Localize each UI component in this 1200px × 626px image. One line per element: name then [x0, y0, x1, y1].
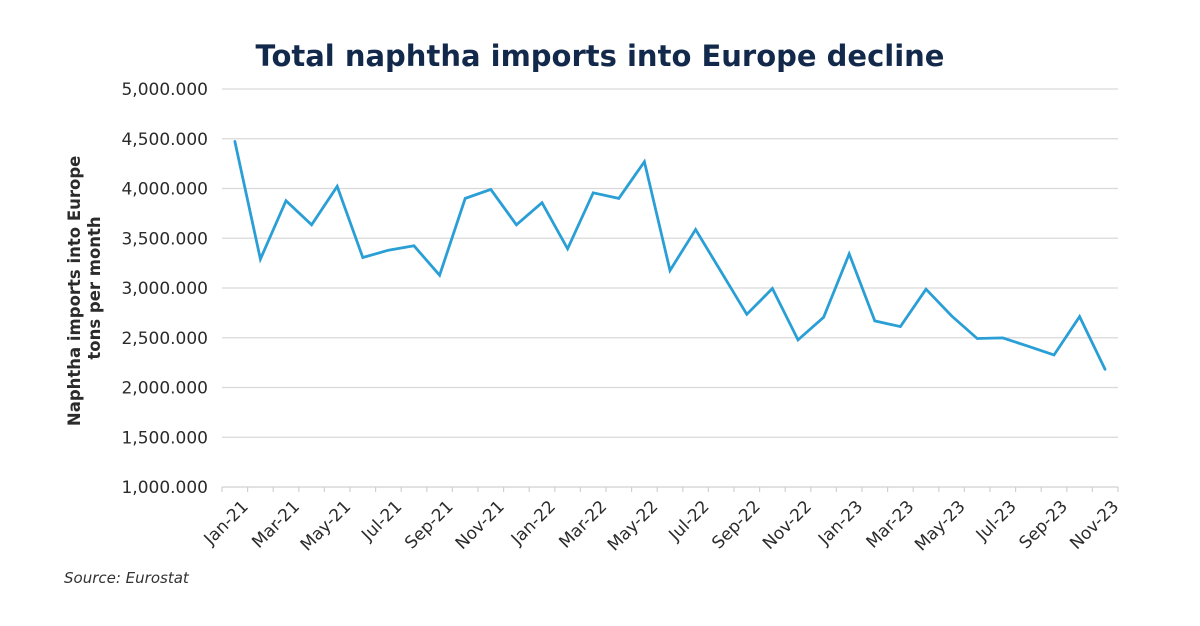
x-tick-label: Jan-22: [507, 497, 560, 550]
y-tick-label: 4,000.000: [121, 180, 208, 200]
y-tick-label: 2,500.000: [121, 329, 208, 349]
chart-title: Total naphtha imports into Europe declin…: [256, 39, 945, 73]
data-point: [489, 188, 492, 191]
data-point: [515, 223, 518, 227]
data-point: [1052, 353, 1056, 357]
data-point: [566, 247, 569, 250]
series-line-path: [233, 140, 1107, 371]
x-tick-label: Nov-21: [452, 497, 509, 554]
data-point: [873, 319, 876, 323]
data-point: [540, 201, 544, 204]
x-tick-label: Jul-23: [972, 497, 1021, 546]
x-tick-label: Mar-22: [555, 497, 611, 553]
data-point: [694, 228, 697, 231]
data-point: [310, 223, 313, 227]
y-tick-label: 1,500.000: [121, 428, 208, 448]
x-tick-label: Jan-23: [814, 497, 867, 550]
data-point: [336, 185, 339, 188]
data-point: [284, 199, 288, 202]
x-tick-label: Nov-22: [759, 497, 816, 554]
data-point: [387, 248, 390, 252]
data-point: [720, 270, 723, 274]
y-tick-label: 3,000.000: [121, 279, 208, 299]
x-tick-label: Sep-21: [401, 497, 457, 553]
data-point: [1078, 315, 1081, 318]
data-point: [796, 338, 800, 342]
x-tick-label: Nov-23: [1066, 497, 1123, 554]
data-point: [745, 313, 748, 316]
x-tick-label: May-22: [604, 497, 662, 555]
data-point: [668, 269, 672, 272]
x-tick-label: Mar-21: [248, 497, 304, 553]
y-tick-label: 5,000.000: [121, 80, 208, 100]
data-point: [1027, 345, 1030, 348]
series-line: [233, 140, 1107, 371]
data-point: [924, 287, 928, 291]
data-point: [822, 316, 825, 319]
source-note: Source: Eurostat: [64, 569, 190, 587]
x-tick-label: Sep-23: [1016, 497, 1072, 553]
data-point: [617, 197, 620, 200]
y-tick-label: 4,500.000: [121, 130, 208, 150]
y-tick-label: 1,000.000: [121, 478, 208, 498]
x-tick-label: Jan-21: [200, 497, 253, 550]
data-point: [438, 273, 441, 277]
y-axis-label: Naphtha imports into Europe tons per mon…: [65, 150, 104, 426]
data-point: [233, 140, 236, 143]
y-axis-label-line1: Naphtha imports into Europe: [65, 156, 84, 426]
data-point: [848, 252, 851, 256]
y-axis-ticks: 1,000.000 1,500.000 2,000.000 2,500.000 3,00…: [121, 80, 208, 498]
x-axis: [221, 486, 1119, 492]
gridlines: [222, 88, 1118, 438]
x-tick-label: Mar-23: [863, 497, 919, 553]
x-tick-label: Jul-22: [665, 497, 714, 546]
x-tick-label: Jul-21: [357, 497, 406, 546]
data-point: [899, 325, 902, 328]
data-point: [1104, 368, 1107, 371]
y-axis-label-line2: tons per month: [85, 216, 104, 359]
y-tick-label: 2,000.000: [121, 379, 208, 399]
y-tick-label: 3,500.000: [121, 229, 208, 249]
data-point: [464, 197, 467, 200]
data-point: [361, 256, 364, 259]
data-point: [592, 191, 595, 194]
data-point: [259, 257, 262, 261]
x-tick-label: May-23: [911, 497, 969, 555]
data-point: [643, 160, 646, 163]
data-point: [976, 337, 979, 340]
data-point: [771, 287, 774, 290]
x-tick-label: May-21: [297, 497, 355, 555]
data-point: [950, 314, 953, 318]
data-point: [1001, 336, 1004, 340]
x-tick-label: Sep-22: [708, 497, 764, 553]
data-point: [412, 244, 416, 248]
